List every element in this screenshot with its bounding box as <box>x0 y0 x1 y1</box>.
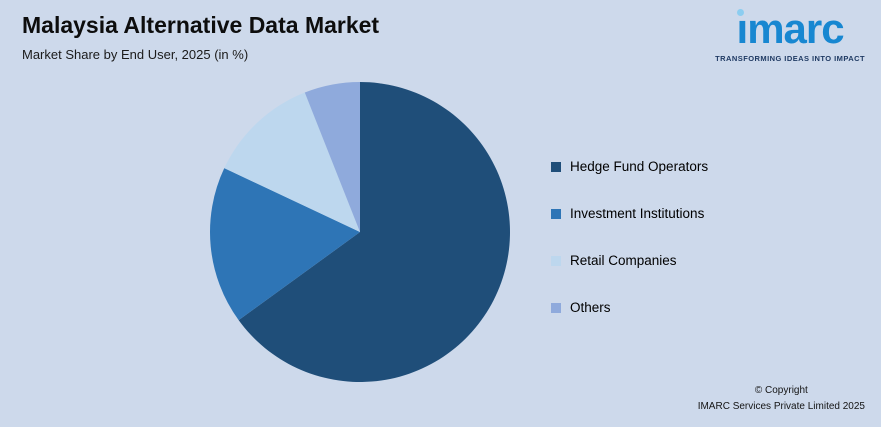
legend-marker-icon <box>551 255 561 266</box>
legend-label: Others <box>570 300 611 315</box>
legend-label: Investment Institutions <box>570 206 705 221</box>
legend-marker-icon <box>551 302 561 313</box>
legend-item-others: Others <box>551 300 708 315</box>
imarc-logo: ımarc TRANSFORMING IDEAS INTO IMPACT <box>715 5 865 64</box>
legend-marker-icon <box>551 161 561 172</box>
legend-label: Retail Companies <box>570 253 677 268</box>
legend-item-investment-institutions: Investment Institutions <box>551 206 708 221</box>
legend-item-retail-companies: Retail Companies <box>551 253 708 268</box>
pie-slice-investment-institutions <box>210 168 360 321</box>
legend-label: Hedge Fund Operators <box>570 159 709 174</box>
chart-header: Malaysia Alternative Data Market Market … <box>22 12 379 62</box>
chart-legend: Hedge Fund Operators Investment Instituti… <box>551 159 708 347</box>
legend-item-hedge-fund-operators: Hedge Fund Operators <box>551 159 708 174</box>
imarc-tagline: TRANSFORMING IDEAS INTO IMPACT <box>715 54 865 63</box>
imarc-wordmark: ımarc <box>736 5 845 52</box>
copyright-line2: IMARC Services Private Limited 2025 <box>697 400 865 412</box>
pie-chart <box>210 82 511 382</box>
copyright-line1: © Copyright <box>754 385 808 396</box>
legend-marker-icon <box>551 208 561 219</box>
chart-title: Malaysia Alternative Data Market <box>22 12 380 38</box>
imarc-i-dot-icon <box>737 8 745 16</box>
copyright-notice: © Copyright IMARC Services Private Limit… <box>698 383 865 414</box>
pie-slice-hedge-fund-operators <box>238 82 511 382</box>
pie-slice-retail-companies <box>224 92 360 232</box>
pie-slice-others <box>304 82 360 232</box>
imarc-i-letter: ı <box>736 5 749 52</box>
chart-subtitle: Market Share by End User, 2025 (in %) <box>22 46 249 62</box>
